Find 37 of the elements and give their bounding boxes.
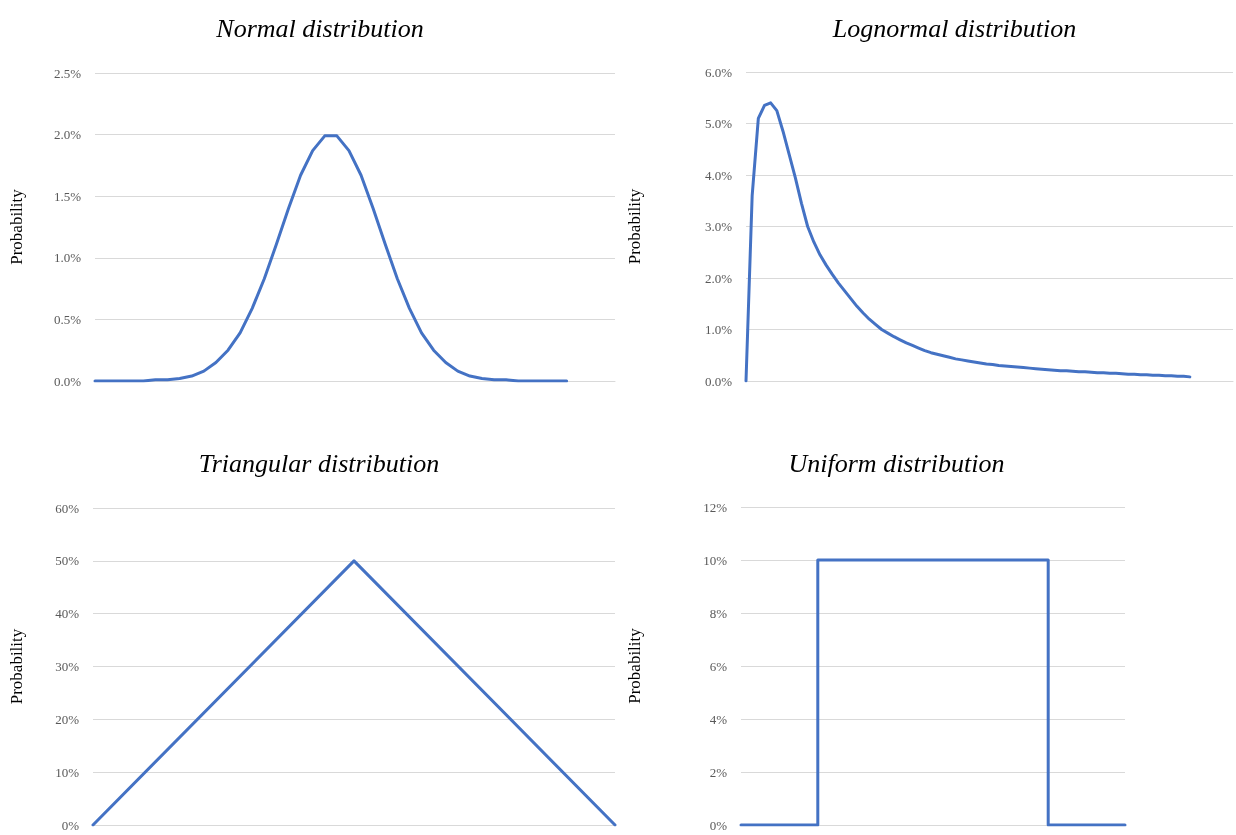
- y-axis-title: Probability: [7, 188, 26, 265]
- y-tick-label: 10%: [55, 764, 80, 780]
- y-axis-title: Probability: [625, 188, 644, 265]
- y-tick-label: 8%: [709, 605, 728, 621]
- line-series: [93, 134, 569, 383]
- y-axis-title: Probability: [625, 627, 644, 704]
- y-tick-label: 12%: [703, 499, 728, 515]
- y-tick-label: 0.5%: [53, 311, 82, 327]
- chart-title: Normal distribution: [215, 13, 424, 43]
- y-tick-label: 0%: [61, 817, 80, 833]
- y-tick-label: 5.0%: [704, 116, 733, 131]
- y-tick-label: 2%: [709, 764, 728, 780]
- y-axis-title: Probability: [7, 628, 26, 705]
- y-tick-label: 6.0%: [704, 64, 733, 80]
- y-tick-label: 10%: [703, 552, 728, 568]
- y-tick-label: 20%: [55, 711, 80, 727]
- y-tick-label: 40%: [55, 606, 80, 622]
- y-tick-label: 4%: [709, 711, 728, 727]
- chart-title: Lognormal distribution: [831, 13, 1077, 43]
- y-tick-label: 2.5%: [53, 65, 82, 81]
- y-tick-label: 60%: [55, 500, 80, 516]
- line-series: [744, 101, 1192, 383]
- y-tick-label: 1.0%: [704, 322, 733, 337]
- y-tick-label: 3.0%: [704, 219, 733, 234]
- y-tick-label: 0.0%: [704, 373, 733, 389]
- chart-title: Uniform distribution: [788, 448, 1005, 478]
- y-tick-label: 0.0%: [53, 373, 82, 389]
- y-tick-label: 1.5%: [53, 188, 82, 204]
- y-tick-label: 1.0%: [53, 250, 82, 266]
- y-tick-label: 6%: [709, 658, 728, 674]
- y-tick-label: 4.0%: [704, 167, 733, 183]
- chart-title: Triangular distribution: [198, 448, 440, 478]
- y-tick-label: 2.0%: [704, 270, 733, 286]
- y-tick-label: 0%: [709, 817, 728, 833]
- y-tick-label: 50%: [55, 553, 80, 569]
- y-tick-label: 30%: [55, 659, 80, 674]
- y-tick-label: 2.0%: [53, 127, 82, 143]
